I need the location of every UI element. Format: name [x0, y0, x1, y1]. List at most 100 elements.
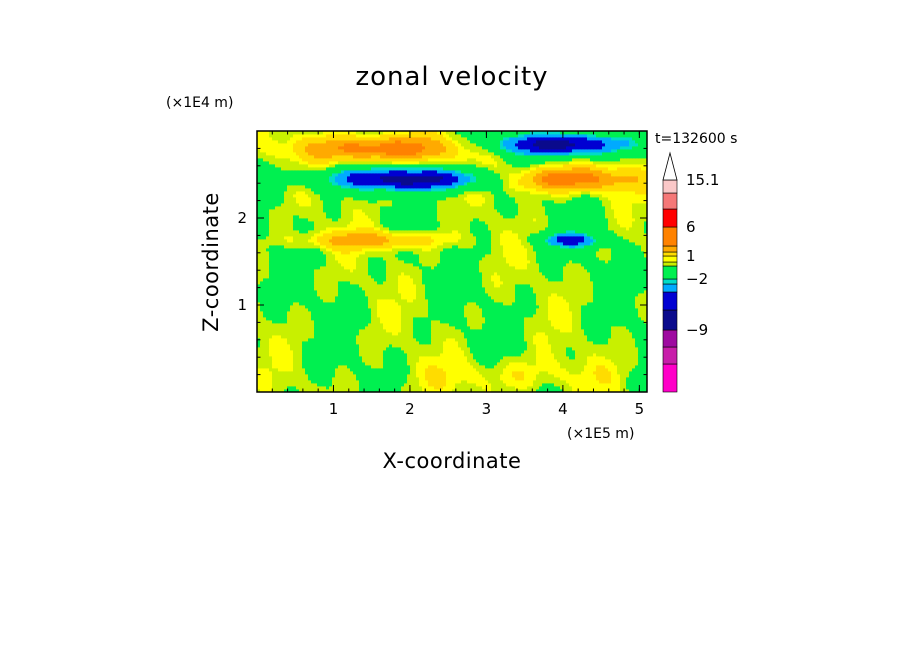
field-cell	[260, 350, 264, 354]
field-cell	[587, 353, 591, 357]
field-cell	[644, 320, 647, 324]
field-cell	[359, 305, 363, 309]
field-cell	[401, 305, 405, 309]
field-cell	[281, 278, 285, 282]
field-cell	[425, 293, 429, 297]
field-cell	[398, 371, 402, 375]
field-cell	[296, 290, 300, 294]
field-cell	[335, 329, 339, 333]
field-cell	[329, 356, 333, 360]
field-cell	[428, 359, 432, 363]
field-cell	[392, 359, 396, 363]
field-cell	[581, 314, 585, 318]
field-cell	[584, 329, 588, 333]
field-cell	[614, 380, 618, 384]
field-cell	[536, 311, 540, 315]
field-cell	[338, 371, 342, 375]
field-cell	[431, 299, 435, 303]
field-cell	[341, 374, 345, 378]
field-cell	[551, 371, 555, 375]
y-scale-note: (×1E4 m)	[166, 95, 233, 111]
field-cell	[380, 305, 384, 309]
field-cell	[518, 308, 522, 312]
field-cell	[413, 332, 417, 336]
field-cell	[518, 332, 522, 336]
field-cell	[500, 335, 504, 339]
field-cell	[605, 308, 609, 312]
field-cell	[293, 308, 297, 312]
field-cell	[308, 284, 312, 288]
field-cell	[629, 368, 633, 372]
field-cell	[566, 362, 570, 366]
field-cell	[425, 380, 429, 384]
field-cell	[362, 374, 366, 378]
field-cell	[560, 290, 564, 294]
field-cell	[356, 347, 360, 351]
field-cell	[431, 329, 435, 333]
field-cell	[446, 374, 450, 378]
field-cell	[293, 284, 297, 288]
field-cell	[428, 362, 432, 366]
field-cell	[422, 383, 426, 387]
field-cell	[590, 386, 594, 390]
field-cell	[434, 278, 438, 282]
field-cell	[404, 359, 408, 363]
field-cell	[260, 317, 264, 321]
field-cell	[494, 344, 498, 348]
field-cell	[572, 386, 576, 390]
field-cell	[377, 359, 381, 363]
field-cell	[629, 317, 633, 321]
field-cell	[275, 311, 279, 315]
field-cell	[617, 356, 621, 360]
field-cell	[329, 293, 333, 297]
field-cell	[497, 380, 501, 384]
field-cell	[278, 338, 282, 342]
field-cell	[320, 311, 324, 315]
field-cell	[398, 329, 402, 333]
field-cell	[338, 386, 342, 390]
field-cell	[548, 365, 552, 369]
field-cell	[260, 275, 264, 279]
field-cell	[308, 305, 312, 309]
field-cell	[566, 383, 570, 387]
field-cell	[470, 371, 474, 375]
field-cell	[563, 293, 567, 297]
field-cell	[527, 344, 531, 348]
field-cell	[542, 335, 546, 339]
field-cell	[635, 383, 639, 387]
field-cell	[515, 290, 519, 294]
field-cell	[626, 359, 630, 363]
field-cell	[452, 278, 456, 282]
field-cell	[533, 308, 537, 312]
field-cell	[401, 347, 405, 351]
field-cell	[392, 332, 396, 336]
field-cell	[350, 377, 354, 381]
field-cell	[422, 302, 426, 306]
field-cell	[422, 389, 426, 392]
field-cell	[302, 308, 306, 312]
field-cell	[389, 296, 393, 300]
field-cell	[314, 308, 318, 312]
field-cell	[491, 323, 495, 327]
field-cell	[560, 314, 564, 318]
field-cell	[431, 377, 435, 381]
field-cell	[428, 335, 432, 339]
field-cell	[461, 323, 465, 327]
field-cell	[287, 362, 291, 366]
field-cell	[404, 308, 408, 312]
field-cell	[419, 389, 423, 392]
field-cell	[296, 314, 300, 318]
field-cell	[437, 380, 441, 384]
field-cell	[290, 347, 294, 351]
field-cell	[275, 323, 279, 327]
field-cell	[602, 371, 606, 375]
field-cell	[554, 317, 558, 321]
field-cell	[329, 320, 333, 324]
field-cell	[530, 299, 534, 303]
field-cell	[488, 338, 492, 342]
field-cell	[446, 338, 450, 342]
field-cell	[308, 389, 312, 392]
field-cell	[440, 311, 444, 315]
field-cell	[401, 302, 405, 306]
field-cell	[611, 368, 615, 372]
